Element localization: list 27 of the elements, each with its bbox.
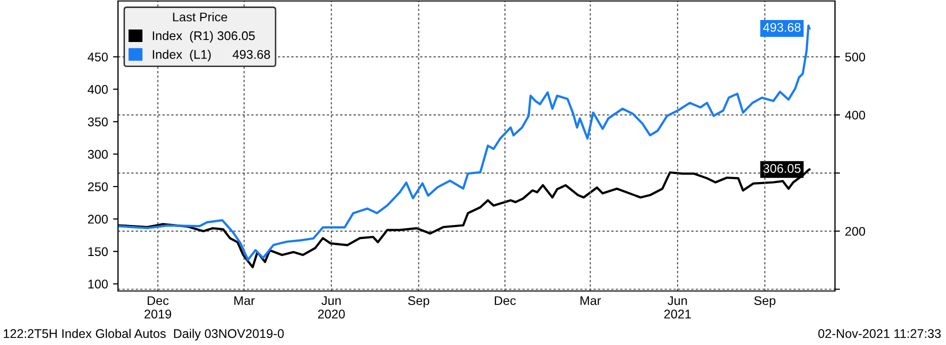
y-tick-label: 250 (88, 182, 108, 192)
y-tick-label: 100 (88, 280, 108, 289)
y-tick-label: 150 (88, 247, 108, 256)
x-tick-label: Jun 2021 (664, 296, 691, 319)
y-tick-label: 350 (88, 117, 108, 126)
x-tick-label: Sep (408, 296, 430, 308)
y-tick-label: 450 (88, 52, 108, 62)
x-tick-label: Sep (754, 296, 776, 308)
x-tick-label: Jun 2020 (318, 296, 345, 319)
line-series (118, 24, 811, 261)
text: 122:2T5H Index Global Autos Daily 03NOV2019-0 (4, 328, 284, 340)
x-tick-label: Mar (234, 296, 255, 306)
legend-title: Last Price (173, 12, 228, 22)
y-tick-label: 400 (88, 85, 108, 94)
y2-tick-label: 400 (845, 110, 866, 120)
text: 02-Nov-2021 11:27:33 (818, 329, 941, 338)
data-label: 493.68 (763, 22, 801, 32)
x-tick-label: Dec 2019 (144, 296, 172, 319)
y2-tick-label: 500 (845, 52, 866, 62)
x-tick-label: Dec (494, 296, 516, 306)
y2-tick-label: 200 (845, 226, 866, 236)
y-tick-label: 300 (88, 150, 108, 159)
legend-label: Index (R1) 306.05 (152, 30, 255, 43)
x-tick-label: Mar (580, 296, 601, 306)
data-label: 306.05 (763, 164, 801, 173)
legend-label: Index (L1) 493.68 (152, 50, 270, 62)
y-tick-label: 200 (88, 214, 108, 224)
